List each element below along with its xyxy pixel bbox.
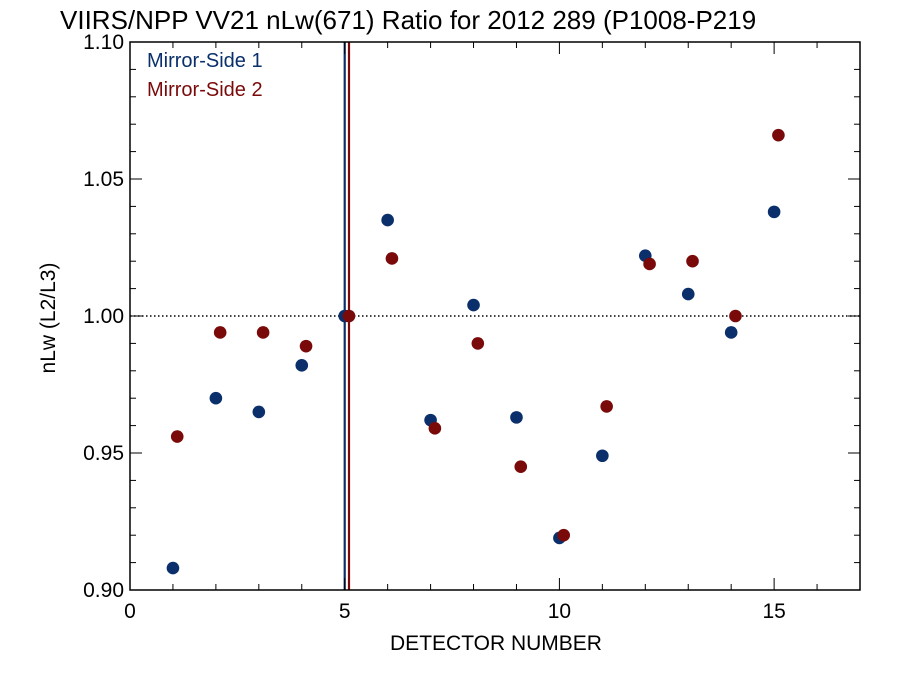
plot-frame: [129, 41, 861, 591]
data-point-series-2: [299, 339, 313, 353]
data-point-series-2: [772, 128, 785, 142]
data-point-series-2: [213, 326, 227, 339]
data-point-series-1: [767, 205, 781, 219]
data-point-series-1: [467, 298, 480, 312]
legend-entry-mirror-side-2: Mirror-Side 2: [147, 79, 263, 101]
data-point-series-2: [514, 460, 528, 474]
data-point-series-2: [643, 257, 656, 271]
data-point-series-1: [209, 391, 223, 405]
y-tick-label: 0.90: [83, 579, 124, 602]
data-point-series-1: [295, 359, 309, 372]
data-point-series-2: [342, 309, 356, 323]
y-tick-label: 1.00: [83, 305, 124, 328]
chart-title: VIIRS/NPP VV21 nLw(671) Ratio for 2012 2…: [60, 5, 756, 35]
x-tick-label: 5: [339, 600, 351, 623]
data-point-series-2: [557, 528, 571, 542]
data-point-series-1: [510, 411, 523, 424]
data-point-series-1: [166, 561, 180, 575]
x-tick-label: 10: [548, 600, 571, 623]
points-layer: [166, 128, 785, 575]
legend-entry-mirror-side-1: Mirror-Side 1: [147, 50, 263, 72]
data-point-series-1: [252, 405, 266, 419]
data-point-series-2: [600, 400, 613, 413]
y-tick-label: 0.95: [83, 442, 124, 465]
data-point-series-1: [724, 326, 738, 339]
y-tick-label: 1.05: [83, 168, 124, 191]
data-point-series-2: [428, 422, 442, 435]
data-point-series-2: [170, 430, 184, 443]
data-point-series-1: [596, 449, 609, 463]
x-tick-label: 0: [124, 600, 136, 623]
data-point-series-1: [381, 213, 394, 227]
tick-layer: 0 5 10 15 0.90 0.95 1.00 1.05 1.10: [83, 31, 860, 623]
y-axis-label: nLw (L2/L3): [37, 263, 60, 374]
x-axis-label: DETECTOR NUMBER: [390, 632, 602, 655]
data-point-series-2: [385, 252, 399, 265]
data-point-series-2: [686, 254, 699, 268]
data-point-series-2: [471, 337, 485, 350]
data-point-series-2: [256, 326, 270, 339]
data-point-series-1: [681, 287, 695, 301]
data-point-series-2: [729, 309, 742, 323]
y-tick-label: 1.10: [83, 31, 124, 54]
x-tick-label: 15: [762, 600, 785, 623]
